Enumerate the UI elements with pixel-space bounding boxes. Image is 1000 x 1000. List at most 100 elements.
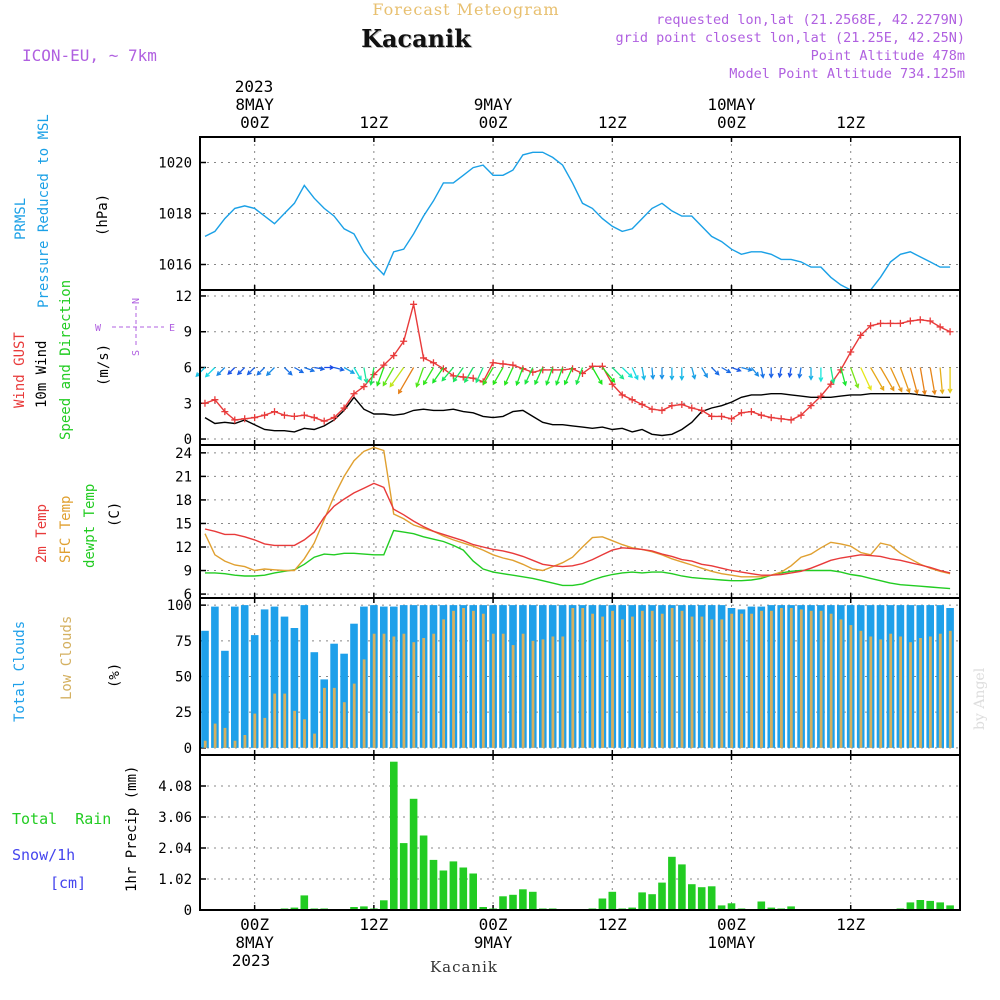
- y-tick-label: 0: [184, 903, 192, 919]
- wind-direction-arrow: [382, 367, 395, 387]
- wind-gust-point: [946, 328, 954, 336]
- y-tick-label: 21: [175, 469, 192, 485]
- low-clouds-bar: [203, 740, 207, 748]
- wind-direction-arrow: [621, 367, 633, 379]
- low-clouds-bar: [402, 633, 406, 748]
- wind-gust-point: [598, 362, 606, 370]
- low-clouds-bar: [591, 613, 594, 748]
- pressure-msl-label: Pressure Reduced to MSL: [36, 114, 52, 308]
- wind-direction-arrow: [368, 367, 375, 386]
- y-tick-label: 4.08: [158, 779, 192, 795]
- wind-gust-point: [847, 348, 855, 356]
- temp-2m-label: 2m Temp: [34, 504, 50, 563]
- rain-bar: [499, 896, 507, 910]
- wind-gust-point: [390, 352, 398, 360]
- model-label: ICON-EU, ~ 7km: [22, 46, 157, 65]
- wind-direction-arrow: [929, 367, 937, 396]
- y-tick-label: 6: [184, 587, 192, 603]
- precip-frame: [199, 754, 961, 911]
- wind-gust-point: [658, 406, 666, 414]
- prmsl-series-line: [204, 151, 951, 294]
- bottom-time-tick-label: 00Z: [240, 915, 269, 934]
- wind-direction-arrow: [515, 367, 524, 387]
- low-clouds-bar: [670, 608, 674, 748]
- total-rain-label: Total Rain: [12, 810, 111, 828]
- rain-bar: [678, 864, 686, 910]
- wind-direction-arrow: [919, 367, 927, 396]
- wind-direction-arrow: [947, 367, 953, 394]
- y-tick-label: 1018: [158, 207, 192, 223]
- low-clouds-bar: [442, 619, 445, 748]
- low-clouds-bar: [213, 723, 217, 748]
- wind-gust-point: [429, 359, 437, 367]
- wind-10m-label: 10m Wind: [34, 341, 50, 408]
- cloud-unit-label: (%): [107, 663, 123, 688]
- wind-panel-labels: Wind GUST 10m Wind Speed and Direction (…: [12, 280, 175, 440]
- y-tick-label: 3: [184, 396, 192, 412]
- subtitle: Forecast Meteogram: [372, 0, 559, 19]
- low-clouds-bar: [899, 636, 902, 748]
- wind-direction-arrow: [452, 367, 464, 383]
- rain-bar: [628, 907, 636, 910]
- top-time-tick-label: 00Z: [479, 113, 508, 132]
- wind-gust-point: [251, 414, 259, 422]
- wind-gust-point: [420, 354, 428, 362]
- watermark: by Angel: [972, 667, 988, 730]
- wind-direction-arrow: [768, 367, 774, 379]
- wind-direction-arrow: [591, 367, 603, 385]
- low-clouds-bar: [283, 693, 287, 748]
- wind-gust-point: [936, 323, 944, 331]
- low-clouds-bar: [839, 619, 843, 748]
- rain-bar: [350, 907, 358, 910]
- wind-direction-arrow: [750, 367, 760, 377]
- wind-direction-arrow: [760, 367, 766, 379]
- wind-direction-arrow: [669, 367, 675, 381]
- y-tick-label: 0: [184, 741, 192, 757]
- wind-gust-point: [290, 412, 298, 420]
- low-clouds-bar: [879, 639, 883, 748]
- dewpoint-series-line: [205, 529, 951, 590]
- wind-direction-arrow: [441, 367, 454, 382]
- wind-unit-label: (m/s): [96, 344, 112, 386]
- temp-panel-labels: 2m Temp SFC Temp dewpt Temp (C): [34, 484, 123, 568]
- low-clouds-bar: [412, 642, 416, 748]
- wind-direction-arrow: [432, 367, 444, 384]
- wind-direction-arrow: [797, 367, 803, 379]
- wind-gust-point: [877, 319, 885, 327]
- temperature-plot-area: [200, 445, 960, 598]
- low-clouds-bar: [561, 636, 565, 748]
- wind-gust-point: [906, 317, 914, 325]
- page-title: Kacanik: [361, 24, 472, 53]
- precip-panel: 0 1.02 2.04 3.06 4.08: [158, 754, 961, 919]
- wind-gust-series-line: [204, 304, 951, 422]
- low-clouds-bar: [780, 608, 783, 748]
- total-clouds-bar: [201, 630, 209, 748]
- y-tick-label: 75: [175, 634, 192, 650]
- low-clouds-bar: [372, 633, 376, 748]
- wind-gust-point: [410, 300, 418, 308]
- wind-direction-arrow: [492, 367, 504, 386]
- bottom-date-label: 8MAY: [235, 933, 274, 952]
- low-clouds-bar: [750, 613, 753, 748]
- low-clouds-bar: [631, 616, 634, 748]
- wind-direction-arrow: [818, 367, 824, 383]
- low-clouds-bar: [789, 608, 793, 748]
- low-clouds-bar: [253, 713, 257, 748]
- wind-direction-arrow: [343, 366, 356, 374]
- total-clouds-bar: [290, 628, 299, 748]
- wind-direction-arrow: [860, 367, 872, 391]
- wind-direction-arrow: [731, 366, 742, 373]
- rain-bar: [429, 859, 438, 910]
- wind-gust-point: [261, 411, 269, 419]
- wind-direction-arrow: [314, 366, 326, 372]
- wind-gust-point: [310, 414, 318, 422]
- rain-bar: [707, 886, 716, 910]
- wind-10m-series-line: [204, 393, 951, 437]
- low-clouds-bar: [392, 636, 396, 748]
- top-time-tick-label: 12Z: [598, 113, 627, 132]
- rain-bar: [459, 867, 468, 910]
- wind-direction-arrow: [650, 367, 656, 381]
- y-tick-label: 15: [175, 516, 192, 532]
- rain-bar: [479, 907, 487, 910]
